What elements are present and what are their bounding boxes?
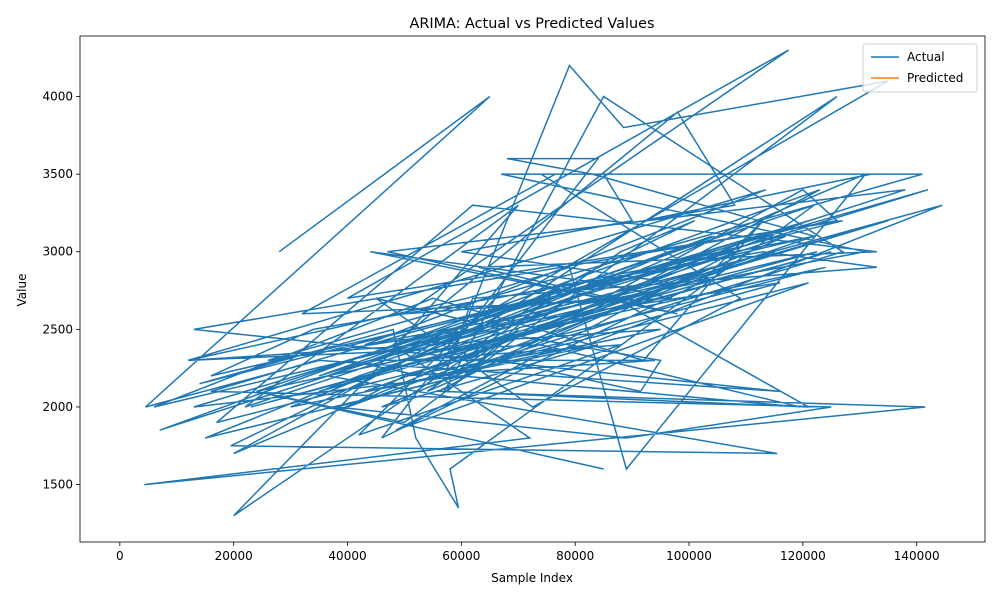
legend: Actual Predicted — [862, 43, 978, 93]
x-tick-label: 140000 — [894, 549, 940, 563]
y-tick-label: 2000 — [42, 400, 73, 414]
x-axis: 0 20000 40000 60000 80000 100000 120000 140000 — [116, 542, 940, 563]
y-tick-label: 2500 — [42, 322, 73, 336]
x-axis-title: Sample Index — [491, 571, 573, 585]
x-tick-label: 20000 — [215, 549, 253, 563]
x-tick-label: 0 — [116, 549, 124, 563]
chart-title: ARIMA: Actual vs Predicted Values — [410, 16, 655, 32]
x-tick-label: 60000 — [442, 549, 480, 563]
x-tick-label: 100000 — [666, 549, 712, 563]
y-tick-label: 3500 — [42, 167, 73, 181]
x-tick-label: 40000 — [328, 549, 366, 563]
y-tick-label: 3000 — [42, 245, 73, 259]
y-axis-title: Value — [15, 274, 29, 307]
legend-label-predicted: Predicted — [907, 71, 963, 85]
x-tick-label: 80000 — [556, 549, 594, 563]
x-tick-label: 120000 — [780, 549, 826, 563]
y-tick-label: 1500 — [42, 478, 73, 492]
legend-label-actual: Actual — [907, 50, 945, 64]
plot-frame — [79, 35, 986, 543]
y-axis: 1500 2000 2500 3000 3500 4000 — [42, 90, 80, 492]
legend-box — [862, 43, 978, 93]
y-tick-label: 4000 — [42, 90, 73, 104]
plot-area — [79, 35, 986, 543]
series-line-actual — [144, 49, 943, 517]
